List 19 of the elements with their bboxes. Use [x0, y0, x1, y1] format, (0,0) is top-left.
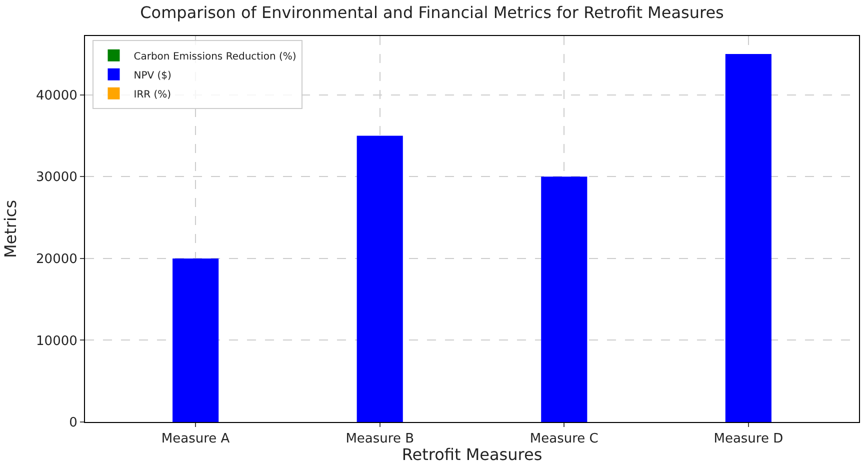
legend-label: Carbon Emissions Reduction (%)	[134, 51, 296, 62]
legend-label: IRR (%)	[134, 89, 172, 100]
x-tick-label: Measure D	[714, 432, 784, 447]
bar	[541, 176, 588, 422]
bar	[725, 54, 772, 422]
x-tick-label: Measure B	[346, 432, 414, 447]
y-tick-label: 0	[69, 416, 78, 431]
x-tick-label: Measure C	[530, 432, 598, 447]
y-tick-label: 30000	[36, 170, 78, 186]
y-axis-title: Metrics	[0, 200, 20, 258]
legend-label: NPV ($)	[134, 70, 172, 82]
y-tick-label: 40000	[36, 88, 78, 104]
y-tick-label: 10000	[36, 334, 78, 349]
bar	[356, 136, 403, 422]
bar	[172, 258, 219, 422]
x-axis-title: Retrofit Measures	[402, 445, 542, 464]
y-tick-label: 20000	[36, 252, 78, 267]
x-tick-label: Measure A	[161, 432, 230, 447]
chart-title: Comparison of Environmental and Financial Metrics for Retrofit Measures	[140, 3, 724, 22]
